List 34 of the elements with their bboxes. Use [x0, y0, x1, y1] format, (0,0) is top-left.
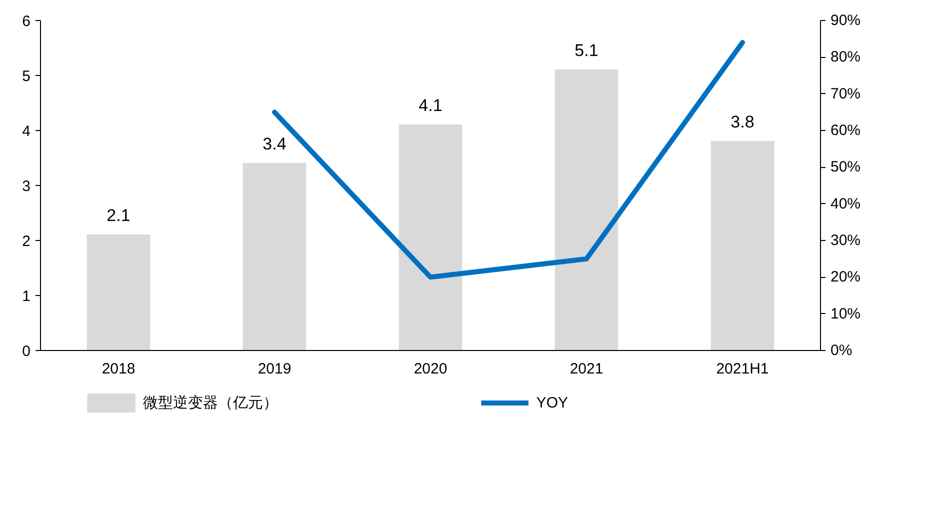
y-tick-label: 4	[22, 123, 30, 140]
bar	[86, 234, 150, 350]
x-tick-label: 2021	[570, 360, 604, 378]
y2-tick-label: 30%	[830, 232, 861, 249]
bar	[398, 124, 462, 350]
y-tick-label: 2	[22, 233, 30, 250]
bar	[554, 70, 618, 350]
y2-tick-label: 90%	[830, 12, 861, 29]
y2-tick-label: 20%	[830, 268, 861, 286]
legend-label: YOY	[536, 394, 568, 412]
bar	[710, 141, 774, 350]
y-tick-label: 0	[22, 343, 30, 360]
data-label: 2.1	[106, 206, 130, 225]
data-label: 3.8	[730, 112, 754, 132]
legend-label: 微型逆变器（亿元）	[142, 394, 278, 412]
x-tick-label: 2020	[414, 360, 448, 378]
y-tick-label: 1	[22, 288, 30, 305]
y-tick-label: 6	[22, 13, 30, 30]
data-label: 3.4	[262, 134, 286, 154]
y2-tick-label: 60%	[830, 122, 861, 139]
y2-tick-label: 80%	[830, 48, 861, 66]
y2-tick-label: 10%	[830, 305, 861, 322]
y2-tick-label: 50%	[830, 158, 861, 176]
y2-tick-label: 40%	[830, 195, 861, 212]
x-tick-label: 2019	[258, 360, 292, 378]
y-tick-label: 3	[22, 178, 30, 195]
y2-tick-label: 0%	[830, 342, 852, 359]
x-tick-label: 2018	[102, 360, 136, 378]
data-label: 5.1	[574, 41, 598, 60]
y-tick-label: 5	[22, 68, 30, 85]
x-tick-label: 2021H1	[716, 360, 769, 378]
bar	[242, 163, 306, 350]
y2-tick-label: 70%	[830, 85, 861, 102]
data-label: 4.1	[418, 96, 442, 115]
